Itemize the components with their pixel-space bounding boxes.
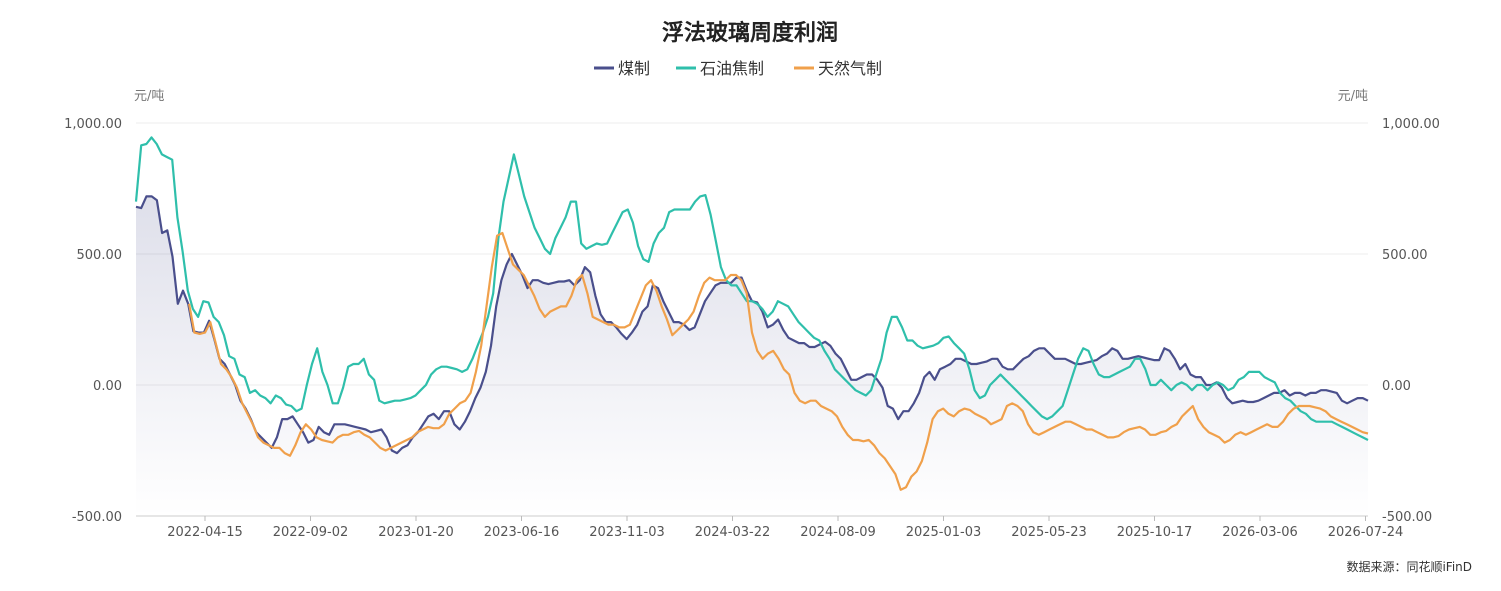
x-tick-label: 2024-08-09 bbox=[800, 525, 876, 540]
x-tick-label: 2023-01-20 bbox=[378, 525, 454, 540]
legend-item-oil[interactable]: 石油焦制 bbox=[676, 59, 764, 78]
x-tick-label: 2022-09-02 bbox=[273, 525, 349, 540]
y-tick-label-left: 0.00 bbox=[93, 379, 122, 394]
x-tick-label: 2023-06-16 bbox=[484, 525, 560, 540]
series-line-gas bbox=[188, 231, 1369, 491]
data-source: 数据来源：同花顺iFinD bbox=[1346, 559, 1472, 574]
x-tick-label: 2022-04-15 bbox=[167, 525, 243, 540]
y-tick-label-right: 500.00 bbox=[1382, 248, 1428, 263]
legend-item-gas[interactable]: 天然气制 bbox=[794, 59, 882, 78]
y-tick-label-left: -500.00 bbox=[72, 510, 122, 525]
legend-label-gas: 天然气制 bbox=[818, 59, 882, 78]
y-tick-label-right: 1,000.00 bbox=[1382, 117, 1440, 132]
y-axis-right: 1,000.00 500.00 0.00 -500.00 bbox=[1382, 117, 1440, 525]
legend-item-coal[interactable]: 煤制 bbox=[594, 59, 650, 78]
y-tick-label-right: 0.00 bbox=[1382, 379, 1411, 394]
legend-label-coal: 煤制 bbox=[618, 59, 650, 78]
legend: 煤制 石油焦制 天然气制 bbox=[594, 59, 882, 78]
x-tick-label: 2025-05-23 bbox=[1011, 525, 1087, 540]
y-tick-label-right: -500.00 bbox=[1382, 510, 1432, 525]
legend-label-oil: 石油焦制 bbox=[700, 59, 764, 78]
y-tick-label-left: 500.00 bbox=[77, 248, 123, 263]
x-tick-label: 2026-03-06 bbox=[1222, 525, 1298, 540]
y-tick-label-left: 1,000.00 bbox=[64, 117, 122, 132]
chart-title: 浮法玻璃周度利润 bbox=[662, 20, 838, 46]
x-tick-label: 2025-10-17 bbox=[1117, 525, 1193, 540]
series-line-oil bbox=[134, 136, 1369, 441]
y-unit-right: 元/吨 bbox=[1338, 89, 1368, 104]
y-unit-left: 元/吨 bbox=[134, 89, 164, 104]
y-axis-left: 1,000.00 500.00 0.00 -500.00 bbox=[64, 117, 122, 525]
plot-area bbox=[134, 136, 1369, 516]
x-tick-label: 2024-03-22 bbox=[695, 525, 771, 540]
series-area-coal bbox=[136, 196, 1368, 516]
x-tick-label: 2023-11-03 bbox=[589, 525, 665, 540]
x-tick-label: 2025-01-03 bbox=[906, 525, 982, 540]
x-axis: 2022-04-15 2022-09-02 2023-01-20 2023-06-16… bbox=[167, 516, 1403, 540]
x-tick-label: 2026-07-24 bbox=[1328, 525, 1404, 540]
